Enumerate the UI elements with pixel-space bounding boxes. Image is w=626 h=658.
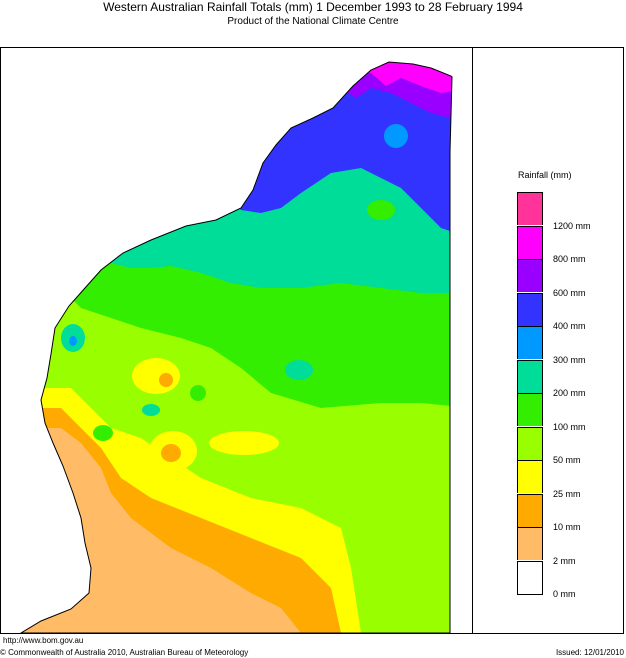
legend-swatch (517, 527, 543, 560)
legend-label: 10 mm (553, 522, 581, 532)
legend-swatch (517, 326, 543, 359)
zone-25mm-inland-c (209, 431, 279, 455)
legend-label: 800 mm (553, 254, 586, 264)
legend-swatch (517, 560, 543, 595)
map-frame (0, 47, 624, 634)
legend-label: 25 mm (553, 488, 581, 499)
footer-copyright: © Commonwealth of Australia 2010, Austra… (0, 648, 249, 657)
rainfall-map (1, 48, 471, 633)
zone-25mm-inland-a (132, 358, 180, 394)
map-title: Western Australian Rainfall Totals (mm) … (103, 0, 523, 14)
zone-10mm-inland-a (159, 373, 173, 387)
legend-swatch (517, 225, 543, 259)
legend-title: Rainfall (mm) (518, 170, 572, 180)
zone-100mm-kimberley (367, 200, 395, 220)
legend-label: 400 mm (553, 321, 586, 331)
legend-swatch (517, 359, 543, 393)
legend-label: 2 mm (553, 555, 576, 566)
legend-swatch (517, 493, 543, 527)
legend-label: 300 mm (553, 354, 586, 365)
legend-swatch (517, 292, 543, 326)
zone-200mm-inland (285, 360, 313, 380)
rainfall-map-svg (20, 61, 453, 633)
zone-100mm-small (190, 385, 206, 401)
zone-300mm-coastal (69, 336, 77, 346)
legend-label: 1200 mm (553, 220, 591, 231)
legend-label: 0 mm (553, 589, 576, 599)
wa-coastline (20, 61, 453, 633)
footer-issued: Issued: 12/01/2010 (555, 648, 624, 657)
legend-swatch (517, 192, 543, 225)
legend-label: 50 mm (553, 455, 581, 465)
legend-swatch (517, 259, 543, 292)
zone-10mm-inland-b (161, 444, 181, 462)
footer-url: http://www.bom.gov.au (3, 636, 84, 645)
map-subtitle: Product of the National Climate Centre (227, 16, 399, 27)
legend-divider (472, 47, 473, 634)
legend-label: 600 mm (553, 287, 586, 298)
zone-100mm-coastal (93, 425, 113, 441)
rainfall-zones (21, 62, 452, 633)
legend-swatch (517, 426, 543, 460)
zone-300mm-north (384, 124, 408, 148)
legend-swatch (517, 393, 543, 426)
legend-label: 100 mm (553, 421, 586, 432)
legend-label: 200 mm (553, 388, 586, 398)
zone-200mm-small (142, 404, 160, 416)
legend-swatch (517, 460, 543, 493)
